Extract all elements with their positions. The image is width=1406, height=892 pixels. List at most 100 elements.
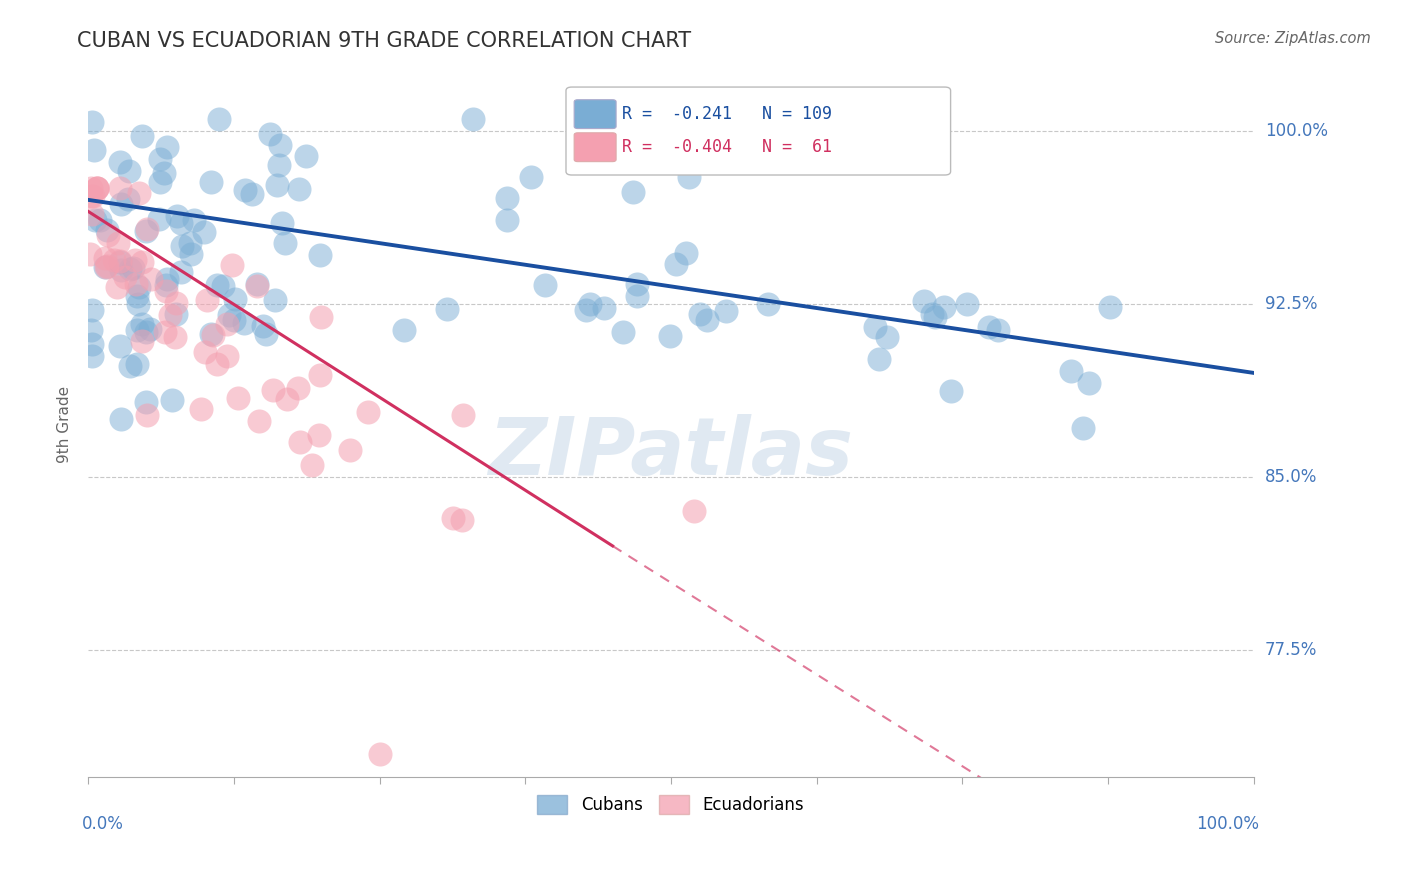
Point — [626, 289, 648, 303]
Text: R =  -0.404   N =  61: R = -0.404 N = 61 — [621, 138, 832, 156]
Point — [118, 164, 141, 178]
Point — [689, 308, 711, 322]
Point — [675, 246, 697, 260]
Point — [125, 277, 148, 291]
Point — [665, 257, 688, 271]
Point — [623, 185, 645, 199]
Point — [288, 182, 311, 196]
Point — [295, 149, 318, 163]
Point — [108, 181, 131, 195]
Point — [200, 176, 222, 190]
Point — [924, 310, 946, 325]
Point — [165, 296, 187, 310]
Point — [226, 391, 249, 405]
Point — [165, 307, 187, 321]
Point — [148, 211, 170, 226]
Point — [141, 272, 163, 286]
Point — [159, 308, 181, 322]
Point — [987, 323, 1010, 337]
Point — [266, 178, 288, 192]
Text: Source: ZipAtlas.com: Source: ZipAtlas.com — [1215, 31, 1371, 46]
Point — [207, 112, 229, 127]
Point — [683, 504, 706, 518]
Point — [659, 329, 682, 343]
Point — [626, 277, 648, 292]
Point — [131, 334, 153, 348]
Point — [247, 414, 270, 428]
Point — [461, 112, 484, 127]
Point — [107, 235, 129, 250]
Point — [1071, 421, 1094, 435]
Point — [127, 297, 149, 311]
Point — [240, 187, 263, 202]
Point — [125, 323, 148, 337]
Point — [205, 357, 228, 371]
Point — [155, 284, 177, 298]
Point — [309, 310, 332, 324]
Point — [232, 316, 254, 330]
Point — [155, 326, 177, 340]
Point — [97, 228, 120, 243]
Point — [94, 260, 117, 274]
Point — [190, 402, 212, 417]
Point — [254, 326, 277, 341]
Point — [82, 302, 104, 317]
Point — [170, 265, 193, 279]
Point — [246, 278, 269, 293]
Point — [290, 435, 312, 450]
Point — [195, 293, 218, 307]
Point — [273, 235, 295, 250]
Point — [215, 317, 238, 331]
Point — [696, 313, 718, 327]
Point — [108, 254, 131, 268]
Point — [394, 323, 416, 337]
Point — [339, 443, 361, 458]
Point — [200, 326, 222, 341]
Point — [357, 405, 380, 419]
Point — [451, 408, 474, 422]
Point — [876, 330, 898, 344]
Point — [110, 412, 132, 426]
Legend: Cubans, Ecuadorians: Cubans, Ecuadorians — [531, 789, 811, 821]
Point — [496, 190, 519, 204]
Point — [103, 252, 125, 267]
FancyBboxPatch shape — [574, 133, 616, 161]
Point — [301, 458, 323, 472]
Point — [135, 224, 157, 238]
Point — [436, 302, 458, 317]
Point — [131, 254, 153, 268]
Point — [128, 186, 150, 200]
Point — [79, 247, 101, 261]
Text: 100.0%: 100.0% — [1265, 121, 1327, 140]
Point — [714, 304, 737, 318]
Point — [202, 328, 225, 343]
Point — [252, 318, 274, 333]
Point — [1060, 364, 1083, 378]
Point — [105, 279, 128, 293]
Point — [149, 152, 172, 166]
Point — [259, 127, 281, 141]
Point — [155, 278, 177, 293]
Text: 92.5%: 92.5% — [1265, 294, 1317, 313]
Point — [80, 337, 103, 351]
Point — [368, 747, 391, 761]
Point — [80, 114, 103, 128]
Point — [1078, 376, 1101, 390]
Point — [80, 349, 103, 363]
Point — [912, 294, 935, 309]
Point — [520, 169, 543, 184]
Text: R =  -0.241   N = 109: R = -0.241 N = 109 — [621, 104, 832, 123]
Point — [264, 293, 287, 307]
Point — [368, 827, 391, 841]
Point — [94, 260, 117, 274]
Point — [221, 258, 243, 272]
Point — [125, 358, 148, 372]
Point — [170, 239, 193, 253]
Point — [215, 349, 238, 363]
Point — [135, 325, 157, 339]
Point — [269, 138, 291, 153]
Text: ZIPatlas: ZIPatlas — [488, 414, 853, 492]
Point — [496, 213, 519, 227]
Point — [80, 207, 103, 221]
Point — [153, 166, 176, 180]
